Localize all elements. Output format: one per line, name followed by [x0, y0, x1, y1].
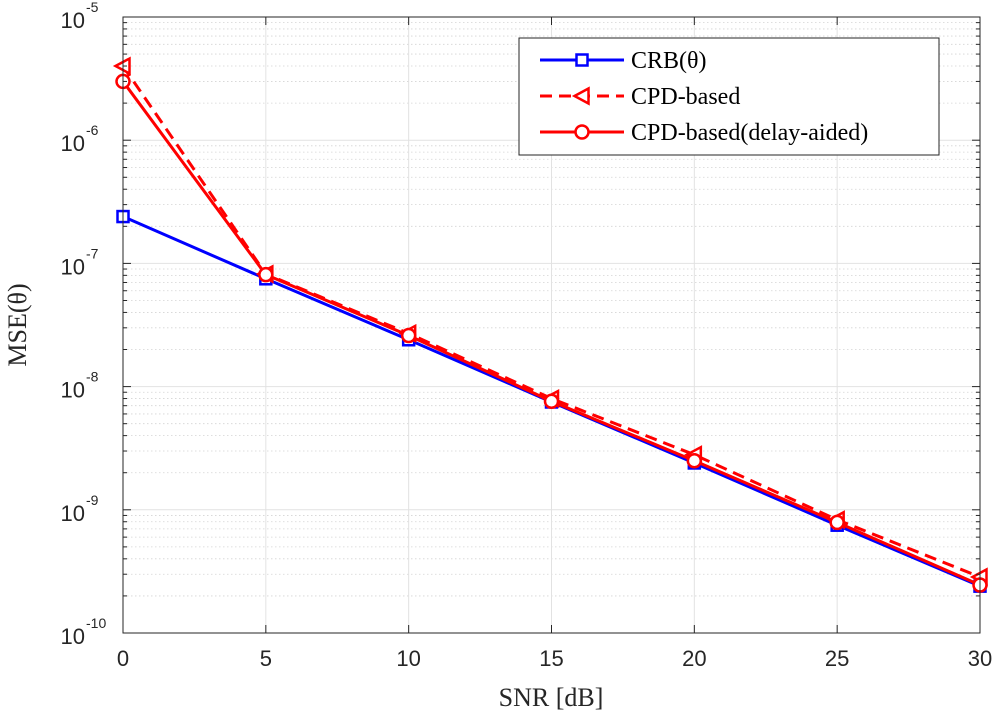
legend-label: CPD-based — [631, 84, 740, 110]
y-axis-title: MSE(θ) — [3, 283, 32, 366]
y-tick-exponent: -9 — [86, 492, 99, 508]
legend-label: CRB(θ) — [631, 48, 707, 74]
x-tick-label: 15 — [539, 646, 563, 671]
data-point — [543, 393, 560, 410]
legend: CRB(θ) CPD-based CPD-based(delay-aided) — [518, 37, 940, 156]
y-tick-base: 10 — [61, 501, 85, 526]
y-tick-exponent: -7 — [86, 245, 99, 261]
y-tick-base: 10 — [61, 8, 85, 33]
legend-entry: CPD-based(delay-aided) — [540, 120, 868, 146]
x-tick-label: 20 — [682, 646, 706, 671]
data-point — [829, 514, 845, 531]
y-tick-exponent: -8 — [86, 369, 99, 385]
y-tick-exponent: -10 — [86, 615, 106, 631]
x-axis-title: SNR [dB] — [499, 683, 604, 712]
x-tick-label: 10 — [396, 646, 420, 671]
y-tick-base: 10 — [61, 624, 85, 649]
y-tick-base: 10 — [61, 131, 85, 156]
y-tick-exponent: -6 — [86, 122, 99, 138]
x-tick-label: 0 — [117, 646, 129, 671]
legend-entry: CRB(θ) — [540, 48, 707, 74]
y-tick-label: 10-6 — [61, 122, 99, 156]
y-tick-label: 10-8 — [61, 369, 99, 403]
data-point — [686, 453, 703, 469]
y-tick-label: 10-9 — [61, 492, 99, 526]
legend-entry: CPD-based — [540, 84, 740, 110]
legend-marker — [571, 86, 590, 106]
data-point — [400, 327, 417, 344]
x-tick-label: 5 — [260, 646, 272, 671]
legend-marker — [575, 53, 589, 67]
x-tick-label: 25 — [825, 646, 849, 671]
y-tick-base: 10 — [61, 254, 85, 279]
y-tick-exponent: -5 — [86, 0, 99, 15]
y-tick-label: 10-7 — [61, 245, 99, 279]
x-tick-label: 30 — [968, 646, 992, 671]
data-point — [258, 266, 274, 283]
y-tick-label: 10-10 — [61, 615, 107, 649]
y-tick-base: 10 — [61, 378, 85, 403]
y-tick-label: 10-5 — [61, 0, 99, 33]
legend-marker — [574, 124, 590, 140]
legend-label: CPD-based(delay-aided) — [631, 120, 868, 146]
